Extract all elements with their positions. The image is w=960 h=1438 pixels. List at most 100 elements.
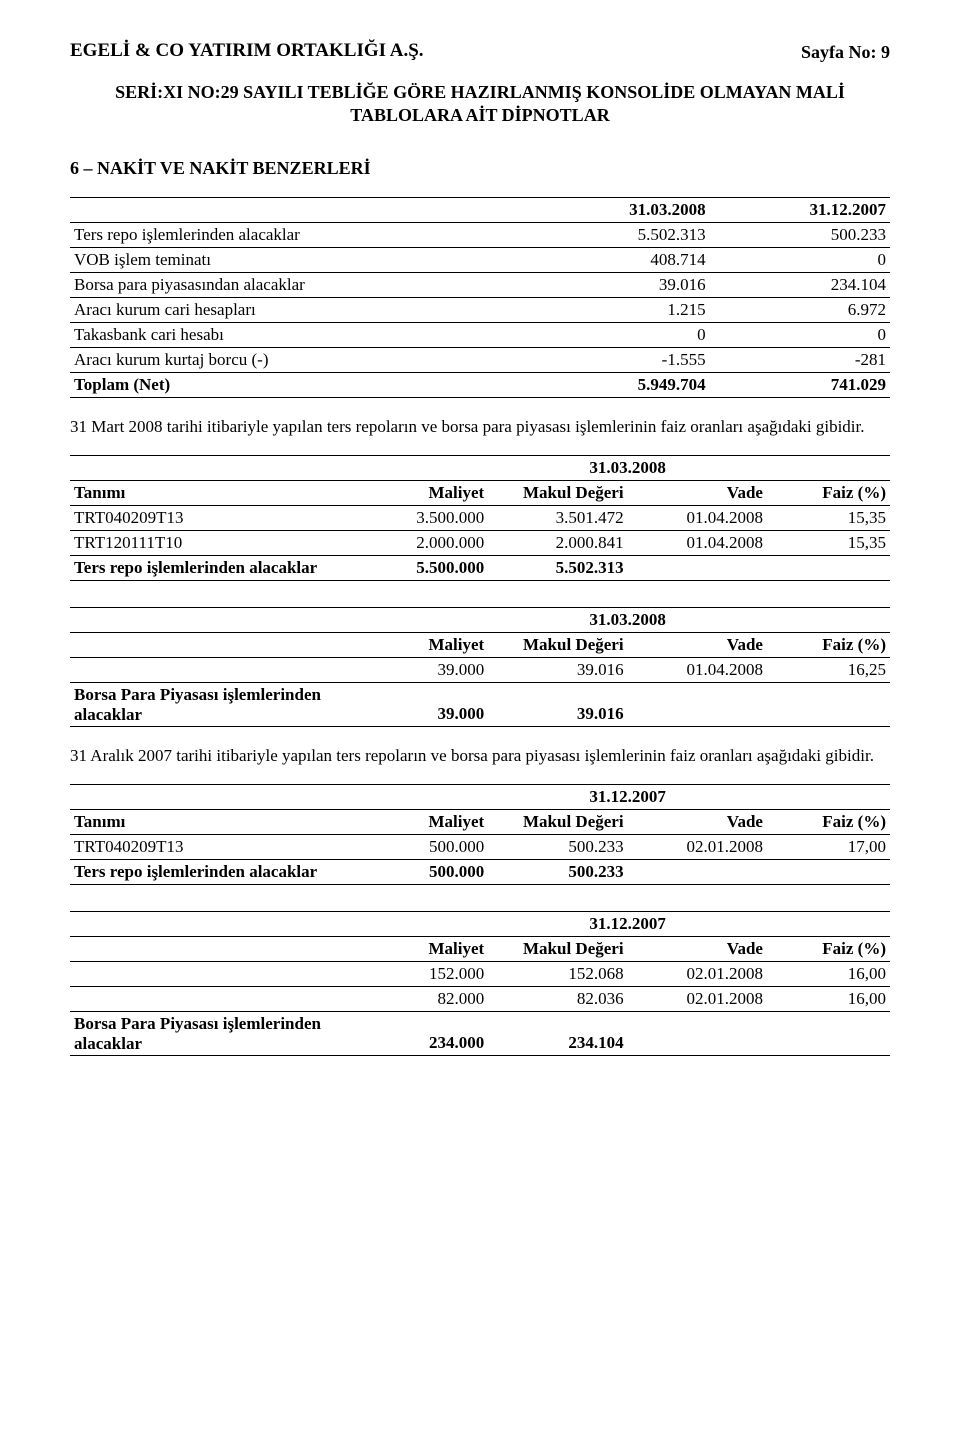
cell: 152.000 <box>365 962 488 987</box>
cell: Borsa Para Piyasası işlemlerinden alacak… <box>70 1012 365 1056</box>
col-date2: 31.12.2007 <box>710 198 890 223</box>
table-row: 82.000 82.036 02.01.2008 16,00 <box>70 987 890 1012</box>
subtitle: SERİ:XI NO:29 SAYILI TEBLİĞE GÖRE HAZIRL… <box>111 81 849 128</box>
cell <box>628 556 767 581</box>
col-head: Maliyet <box>365 937 488 962</box>
cell <box>767 860 890 885</box>
col-head: Vade <box>628 633 767 658</box>
col-date1: 31.03.2008 <box>529 198 709 223</box>
date-heading: 31.12.2007 <box>365 785 890 810</box>
cell: 16,00 <box>767 987 890 1012</box>
cell <box>628 683 767 727</box>
date-heading: 31.03.2008 <box>365 608 890 633</box>
row-label: Ters repo işlemlerinden alacaklar <box>70 223 529 248</box>
col-head: Vade <box>628 481 767 506</box>
paragraph: 31 Mart 2008 tarihi itibariyle yapılan t… <box>70 416 890 437</box>
table-total-row: Ters repo işlemlerinden alacaklar 500.00… <box>70 860 890 885</box>
table-head-row: 31.03.2008 31.12.2007 <box>70 198 890 223</box>
date-row: 31.12.2007 <box>70 912 890 937</box>
table-head-row: Tanımı Maliyet Makul Değeri Vade Faiz (%… <box>70 810 890 835</box>
col-head: Maliyet <box>365 481 488 506</box>
row-label: Aracı kurum kurtaj borcu (-) <box>70 348 529 373</box>
col-head: Makul Değeri <box>488 810 627 835</box>
date-row: 31.03.2008 <box>70 456 890 481</box>
cell: -281 <box>710 348 890 373</box>
cell: 82.036 <box>488 987 627 1012</box>
row-label: Takasbank cari hesabı <box>70 323 529 348</box>
table-row: TRT120111T10 2.000.000 2.000.841 01.04.2… <box>70 531 890 556</box>
col-head: Maliyet <box>365 633 488 658</box>
cell: 5.500.000 <box>365 556 488 581</box>
cell: 02.01.2008 <box>628 835 767 860</box>
cell: Ters repo işlemlerinden alacaklar <box>70 860 365 885</box>
row-label: Toplam (Net) <box>70 373 529 398</box>
table-row: Aracı kurum cari hesapları 1.215 6.972 <box>70 298 890 323</box>
table-head-row: Tanımı Maliyet Makul Değeri Vade Faiz (%… <box>70 481 890 506</box>
cell: 17,00 <box>767 835 890 860</box>
col-head: Faiz (%) <box>767 481 890 506</box>
col-head: Vade <box>628 810 767 835</box>
cell <box>628 1012 767 1056</box>
page: EGELİ & CO YATIRIM ORTAKLIĞI A.Ş. Sayfa … <box>0 0 960 1438</box>
col-head: Tanımı <box>70 481 365 506</box>
cell: 500.233 <box>488 860 627 885</box>
cell: Ters repo işlemlerinden alacaklar <box>70 556 365 581</box>
table-row: Borsa para piyasasından alacaklar 39.016… <box>70 273 890 298</box>
cell: 741.029 <box>710 373 890 398</box>
table-ters-repo-2007: 31.12.2007 Tanımı Maliyet Makul Değeri V… <box>70 784 890 885</box>
cell: 15,35 <box>767 506 890 531</box>
col-head: Makul Değeri <box>488 633 627 658</box>
table-total-row: Ters repo işlemlerinden alacaklar 5.500.… <box>70 556 890 581</box>
cell: 82.000 <box>365 987 488 1012</box>
col-head: Faiz (%) <box>767 633 890 658</box>
cell-line1: Borsa Para Piyasası işlemlerinden <box>74 1014 321 1033</box>
cell: 500.000 <box>365 860 488 885</box>
cell: 16,25 <box>767 658 890 683</box>
cell: 15,35 <box>767 531 890 556</box>
cell-line2: alacaklar <box>74 705 142 724</box>
cell: 5.502.313 <box>488 556 627 581</box>
table-head-row: Maliyet Makul Değeri Vade Faiz (%) <box>70 937 890 962</box>
table-borsa-2007: 31.12.2007 Maliyet Makul Değeri Vade Fai… <box>70 911 890 1056</box>
cell: 0 <box>710 323 890 348</box>
table-row: VOB işlem teminatı 408.714 0 <box>70 248 890 273</box>
cell: 16,00 <box>767 962 890 987</box>
table-row: Ters repo işlemlerinden alacaklar 5.502.… <box>70 223 890 248</box>
table-row: TRT040209T13 3.500.000 3.501.472 01.04.2… <box>70 506 890 531</box>
cell: 408.714 <box>529 248 709 273</box>
cell: 152.068 <box>488 962 627 987</box>
table-ters-repo-2008: 31.03.2008 Tanımı Maliyet Makul Değeri V… <box>70 455 890 581</box>
row-label: Aracı kurum cari hesapları <box>70 298 529 323</box>
cell: 5.502.313 <box>529 223 709 248</box>
col-head: Tanımı <box>70 810 365 835</box>
table-summary: 31.03.2008 31.12.2007 Ters repo işlemler… <box>70 197 890 398</box>
col-head: Vade <box>628 937 767 962</box>
cell: 2.000.841 <box>488 531 627 556</box>
cell: 6.972 <box>710 298 890 323</box>
table-total-row: Toplam (Net) 5.949.704 741.029 <box>70 373 890 398</box>
cell: TRT040209T13 <box>70 506 365 531</box>
cell: Borsa Para Piyasası işlemlerinden alacak… <box>70 683 365 727</box>
table-total-row: Borsa Para Piyasası işlemlerinden alacak… <box>70 1012 890 1056</box>
cell: 0 <box>529 323 709 348</box>
row-label: VOB işlem teminatı <box>70 248 529 273</box>
cell <box>767 683 890 727</box>
cell: 01.04.2008 <box>628 658 767 683</box>
cell: TRT040209T13 <box>70 835 365 860</box>
table-row: TRT040209T13 500.000 500.233 02.01.2008 … <box>70 835 890 860</box>
date-row: 31.03.2008 <box>70 608 890 633</box>
cell: 234.104 <box>488 1012 627 1056</box>
cell: 500.000 <box>365 835 488 860</box>
cell: 3.501.472 <box>488 506 627 531</box>
cell: 39.016 <box>488 683 627 727</box>
cell: 0 <box>710 248 890 273</box>
cell: 3.500.000 <box>365 506 488 531</box>
cell <box>70 987 365 1012</box>
cell: 02.01.2008 <box>628 962 767 987</box>
col-head: Faiz (%) <box>767 810 890 835</box>
section-heading: 6 – NAKİT VE NAKİT BENZERLERİ <box>70 158 890 179</box>
cell: 500.233 <box>488 835 627 860</box>
cell: 39.000 <box>365 658 488 683</box>
subtitle-line1: SERİ:XI NO:29 SAYILI TEBLİĞE GÖRE HAZIRL… <box>115 82 845 102</box>
cell: 234.000 <box>365 1012 488 1056</box>
